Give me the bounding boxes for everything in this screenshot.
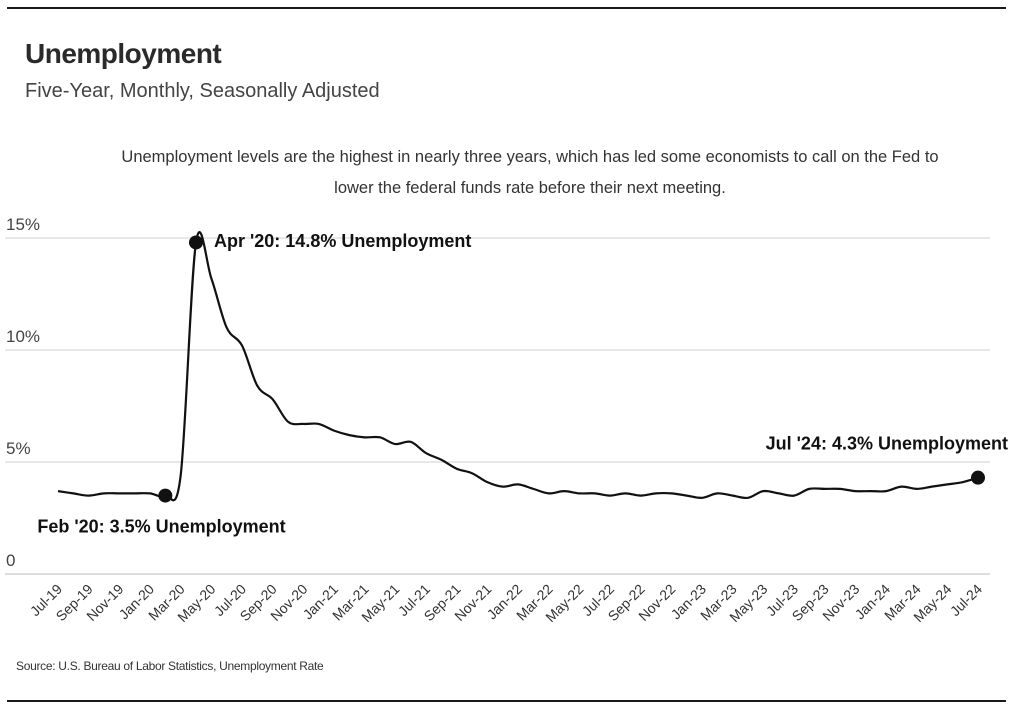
y-tick-label: 15% — [6, 215, 40, 234]
y-tick-label: 10% — [6, 327, 40, 346]
highlight-label: Feb '20: 3.5% Unemployment — [37, 516, 285, 536]
y-tick-label: 5% — [6, 439, 31, 458]
y-tick-label: 0 — [6, 551, 15, 570]
source-note: Source: U.S. Bureau of Labor Statistics,… — [16, 659, 324, 673]
chart-annotation: Unemployment levels are the highest in n… — [121, 148, 939, 197]
highlight-label: Jul '24: 4.3% Unemployment — [766, 433, 1008, 453]
series-line-0 — [57, 231, 979, 502]
series-layer — [57, 231, 979, 502]
x-axis-ticks: Jul-19Sep-19Nov-19Jan-20Mar-20May-20Jul-… — [27, 581, 985, 625]
highlight-point — [189, 235, 203, 250]
top-rule — [7, 7, 1006, 9]
chart-title: Unemployment — [25, 38, 222, 69]
highlight-point — [971, 470, 985, 485]
highlight-point — [158, 488, 173, 503]
bottom-rule — [7, 700, 1006, 702]
chart-subtitle: Five-Year, Monthly, Seasonally Adjusted — [25, 80, 380, 102]
gridlines — [5, 237, 990, 575]
x-tick-label: Jul-24 — [947, 581, 985, 619]
highlight-points: Feb '20: 3.5% Unemployment Apr '20: 14.8%… — [37, 231, 1008, 536]
highlight-label: Apr '20: 14.8% Unemployment — [214, 231, 471, 251]
y-axis-ticks: 0 5% 10% 15% — [6, 215, 40, 570]
